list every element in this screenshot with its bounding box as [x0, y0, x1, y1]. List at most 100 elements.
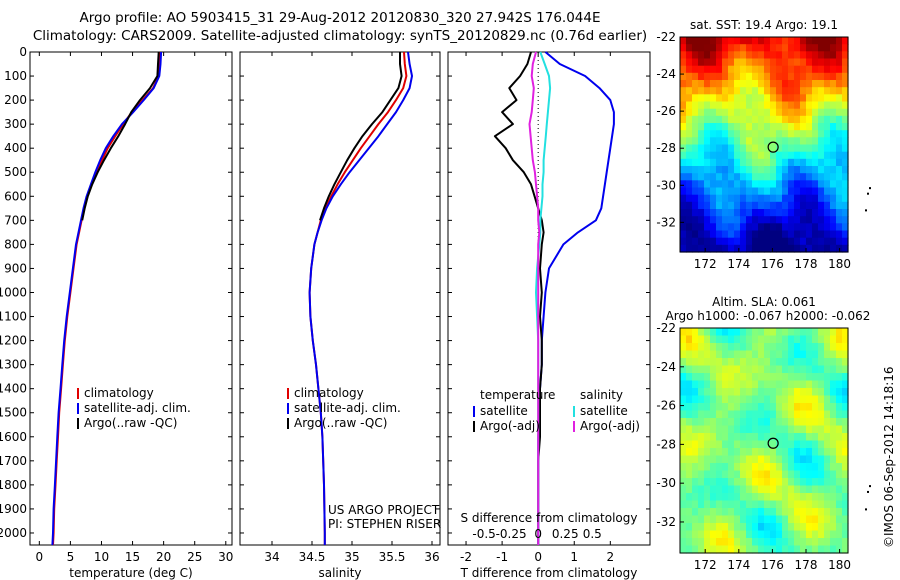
- map-cell: [740, 335, 747, 344]
- map-cell: [686, 108, 693, 117]
- map-cell: [704, 418, 711, 427]
- y-tick-label: 2000: [0, 526, 27, 540]
- map-cell: [710, 358, 717, 367]
- map-cell: [728, 209, 735, 217]
- map-cell: [836, 123, 843, 131]
- map-cell: [752, 365, 759, 374]
- map-cell: [746, 151, 753, 160]
- map-cell: [734, 201, 741, 210]
- map-cell: [764, 223, 771, 232]
- map-cell: [806, 500, 813, 509]
- map-cell: [788, 230, 795, 239]
- map-cell: [770, 65, 777, 74]
- map-cell: [734, 388, 741, 397]
- figure-title-line2: Climatology: CARS2009. Satellite-adjuste…: [32, 28, 648, 44]
- map-cell: [770, 538, 777, 547]
- map-cell: [782, 523, 789, 532]
- map-cell: [842, 230, 849, 239]
- map-cell: [818, 403, 825, 412]
- map-cell: [746, 365, 753, 374]
- map-cell: [698, 115, 705, 124]
- map-cell: [758, 65, 765, 74]
- map-cell: [824, 485, 831, 494]
- map-cell: [818, 425, 825, 434]
- map-cell: [764, 523, 771, 532]
- map-cell: [806, 410, 813, 419]
- map-cell: [776, 508, 783, 517]
- map-cell: [800, 108, 807, 117]
- map-cell: [716, 403, 723, 412]
- map-cell: [722, 530, 729, 539]
- map-cell: [734, 137, 741, 146]
- map-cell: [776, 244, 783, 253]
- map-cell: [752, 166, 759, 174]
- map-cell: [752, 485, 759, 494]
- map-cell: [794, 137, 801, 146]
- map-cell: [710, 343, 717, 352]
- map-cell: [794, 115, 801, 124]
- map-cell: [704, 65, 711, 74]
- map-cell: [746, 166, 753, 174]
- map-cell: [824, 343, 831, 352]
- map-cell: [722, 151, 729, 160]
- map-cell: [764, 463, 771, 472]
- map-cell: [794, 201, 801, 210]
- map-cell: [740, 115, 747, 124]
- map-cell: [710, 530, 717, 539]
- map-cell: [746, 223, 753, 232]
- map-cell: [746, 493, 753, 502]
- map-cell: [812, 418, 819, 427]
- map-cell: [722, 108, 729, 117]
- map-cell: [722, 223, 729, 232]
- map-y-tick-label: -24: [656, 67, 676, 81]
- map-cell: [716, 500, 723, 509]
- map-cell: [788, 80, 795, 88]
- map-cell: [752, 144, 759, 153]
- map-cell: [734, 230, 741, 239]
- map-cell: [698, 158, 705, 167]
- map-cell: [692, 478, 699, 487]
- map-cell: [734, 358, 741, 367]
- map-cell: [728, 455, 735, 464]
- map-cell: [752, 493, 759, 502]
- map-cell: [746, 440, 753, 449]
- map-cell: [824, 216, 831, 224]
- map-cell: [776, 108, 783, 117]
- map-cell: [782, 108, 789, 117]
- map-cell: [800, 463, 807, 472]
- map-y-tick-label: -24: [656, 360, 676, 374]
- map-cell: [794, 237, 801, 246]
- map-cell: [776, 65, 783, 74]
- map-cell: [722, 130, 729, 138]
- map-cell: [782, 80, 789, 88]
- map-cell: [812, 101, 819, 110]
- map-cell: [758, 365, 765, 374]
- map-x-tick-label: 174: [727, 257, 750, 271]
- map-cell: [776, 187, 783, 196]
- map-cell: [686, 418, 693, 427]
- map-cell: [716, 343, 723, 352]
- map-cell: [686, 335, 693, 344]
- map-cell: [734, 433, 741, 442]
- map-cell: [740, 373, 747, 382]
- map-cell: [818, 365, 825, 374]
- project-annotation: US ARGO PROJECT: [328, 503, 440, 517]
- map-cell: [734, 115, 741, 124]
- map-cell: [734, 108, 741, 117]
- map-cell: [692, 328, 699, 337]
- map-cell: [836, 485, 843, 494]
- map-cell: [734, 194, 741, 203]
- map-cell: [740, 209, 747, 217]
- map-cell: [812, 448, 819, 457]
- x-tick-label: 0: [534, 550, 542, 564]
- map-cell: [836, 433, 843, 442]
- map-cell: [698, 237, 705, 246]
- map-cell: [806, 388, 813, 397]
- map-cell: [842, 485, 849, 494]
- map-cell: [710, 335, 717, 344]
- map-cell: [746, 237, 753, 246]
- map-cell: [740, 58, 747, 67]
- map-cell: [686, 538, 693, 547]
- map-cell: [806, 237, 813, 246]
- map-cell: [776, 478, 783, 487]
